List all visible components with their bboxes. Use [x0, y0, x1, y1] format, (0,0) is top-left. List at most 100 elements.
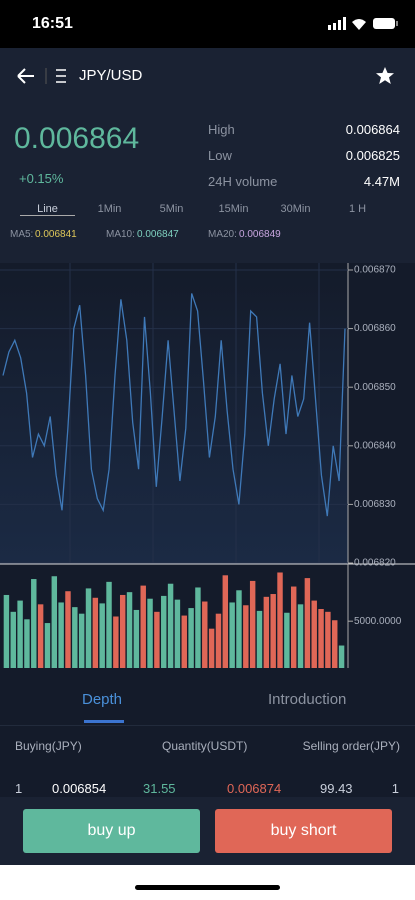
ticker-panel: JPY/USD 0.006864 +0.15% High 0.006864 Low 0…	[0, 48, 415, 263]
volume-bar	[277, 572, 283, 668]
price-line	[2, 293, 346, 517]
chart: 0.006870 0.006860 0.006850 0.006840 0.006830…	[0, 263, 415, 668]
volume-bar	[51, 576, 58, 668]
stat-value: 0.006864	[345, 122, 400, 137]
interval-tab[interactable]: 30Min	[280, 203, 311, 215]
stat-label: Low	[208, 148, 232, 163]
volume-bar	[167, 583, 174, 668]
status-bar: 16:51	[0, 0, 415, 48]
y-tick-label: 0.006860	[354, 323, 396, 334]
book-cell: 1	[391, 781, 399, 796]
home-area	[0, 865, 415, 900]
volume-bar	[229, 602, 235, 668]
volume-bar	[24, 619, 30, 668]
volume-bar	[243, 605, 249, 668]
volume-bar	[44, 623, 51, 668]
y-tick-label: 0.006870	[354, 265, 396, 276]
volume-bar	[332, 620, 338, 668]
volume-bar	[222, 575, 229, 668]
book-cell: 31.55	[143, 781, 176, 796]
pair-title: JPY/USD	[79, 67, 143, 84]
y-tick-label: 0.006840	[354, 440, 396, 451]
volume-bar	[284, 612, 290, 668]
volume-bar	[290, 586, 297, 668]
book-cell: 99.43	[320, 781, 353, 796]
volume-bar	[99, 603, 105, 668]
book-cell: 1	[15, 781, 23, 796]
volume-bar	[161, 595, 167, 668]
volume-bar	[202, 601, 208, 668]
buy-short-button[interactable]: buy short	[215, 809, 392, 853]
volume-bar	[3, 594, 10, 668]
volume-bar	[58, 602, 64, 668]
volume-bar	[10, 611, 16, 668]
tab-introduction[interactable]: Introduction	[268, 691, 347, 708]
book-cell: 0.006874	[227, 781, 282, 796]
book-column-header: Buying(JPY)	[15, 739, 82, 753]
volume-bar	[65, 591, 71, 668]
volume-bar	[208, 628, 215, 668]
volume-bar	[318, 609, 324, 668]
ma-label: MA5:	[10, 229, 34, 240]
change: +0.15%	[19, 171, 64, 186]
stat-label: 24H volume	[208, 174, 278, 189]
volume-bar	[126, 592, 133, 668]
volume-bar	[174, 599, 181, 668]
ma-label: MA20:	[208, 229, 237, 240]
volume-bar	[147, 598, 153, 668]
volume-bar	[338, 645, 345, 668]
ma-value: 0.006849	[239, 229, 281, 240]
volume-bar	[140, 585, 146, 668]
interval-tab[interactable]: 1 H	[348, 203, 367, 215]
tab-depth[interactable]: Depth	[82, 691, 123, 708]
ma-value: 0.006847	[137, 229, 179, 240]
volume-bar	[119, 594, 126, 668]
volume-bar	[78, 613, 85, 668]
volume-bar	[113, 616, 119, 668]
volume-bar	[236, 590, 242, 668]
book-column-header: Quantity(USDT)	[162, 739, 248, 753]
volume-bar	[256, 610, 263, 668]
volume-bar	[215, 613, 222, 668]
y-tick-label: 0.006830	[354, 499, 396, 510]
stat-label: High	[208, 122, 235, 137]
favorite-star[interactable]	[375, 66, 395, 86]
buy-up-button[interactable]: buy up	[23, 809, 200, 853]
volume-bar	[106, 581, 112, 668]
volume-bar	[270, 594, 276, 668]
volume-bar	[311, 600, 317, 668]
volume-bar	[297, 604, 304, 668]
volume-bar	[263, 596, 270, 668]
price: 0.006864	[14, 122, 140, 155]
time: 16:51	[32, 15, 73, 32]
book-column-header: Selling order(JPY)	[302, 739, 400, 753]
interval-tab[interactable]: 15Min	[218, 203, 249, 215]
stat-value: 0.006825	[345, 148, 400, 163]
y-tick-label: 0.006820	[354, 558, 396, 569]
ma-value: 0.006841	[35, 229, 77, 240]
interval-tab[interactable]: Line	[20, 203, 75, 216]
volume-bar	[188, 608, 194, 668]
volume-bar	[325, 611, 331, 668]
interval-tab[interactable]: 1Min	[97, 203, 122, 215]
nav-icons[interactable]	[16, 66, 76, 86]
home-indicator	[135, 885, 280, 890]
volume-bar	[31, 579, 37, 668]
volume-bar	[195, 587, 201, 668]
volume-bar	[249, 580, 256, 668]
volume-bar	[154, 611, 160, 668]
interval-tab[interactable]: 5Min	[159, 203, 184, 215]
stat-value: 4.47M	[363, 174, 400, 189]
status-icons	[328, 17, 398, 30]
volume-bar	[72, 607, 78, 668]
tab-indicator	[84, 720, 124, 723]
book-cell: 0.006854	[52, 781, 107, 796]
volume-bar	[133, 609, 140, 668]
volume-bar	[181, 615, 187, 668]
volume-bar	[17, 600, 23, 668]
tab-bar: Depth Introduction	[0, 673, 415, 726]
ma-label: MA10:	[106, 229, 135, 240]
volume-bar	[304, 578, 311, 668]
volume-bar	[92, 597, 99, 668]
